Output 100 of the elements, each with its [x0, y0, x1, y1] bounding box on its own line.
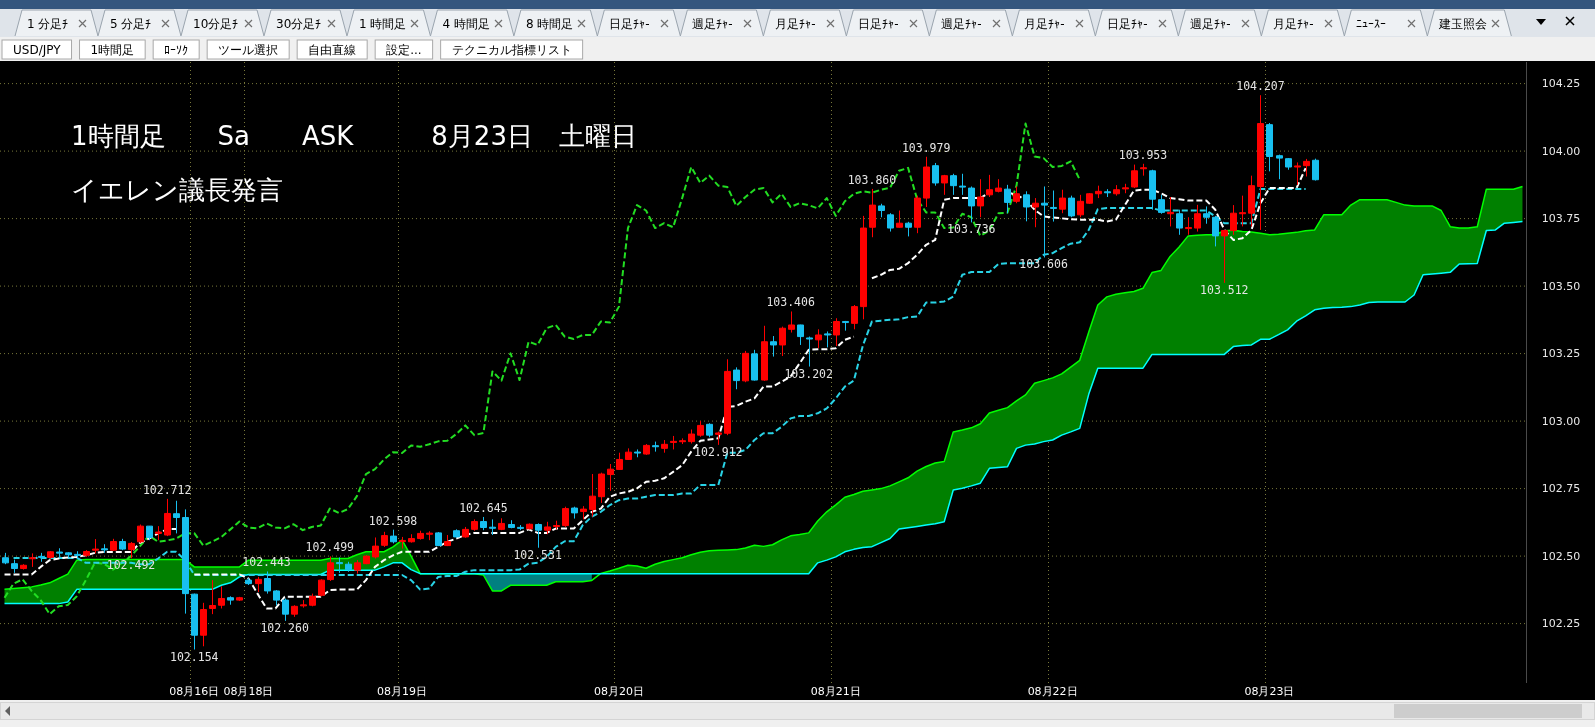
candlestick [1077, 194, 1084, 218]
annotation: 102.712 [142, 482, 192, 497]
annotation: 102.912 [694, 444, 743, 459]
candlestick [986, 174, 993, 198]
candlestick [1185, 216, 1192, 236]
annotation: 102.645 [459, 500, 508, 515]
candlestick [688, 428, 695, 445]
annotation: 103.979 [901, 140, 951, 155]
annotation: 102.598 [368, 513, 418, 528]
candlestick [517, 524, 524, 531]
candlestick [381, 531, 388, 548]
candlestick [318, 578, 325, 597]
candlestick [562, 506, 569, 528]
candlestick [1257, 94, 1264, 231]
toolbar-control: ツール選択 [206, 39, 290, 60]
candlestick [842, 320, 849, 332]
candlestick [56, 547, 63, 558]
candlestick [598, 472, 605, 504]
tab: 1 分足ﾁ [14, 9, 99, 37]
candlestick [453, 528, 460, 538]
candlestick [372, 536, 379, 560]
annotation: 104.207 [1236, 79, 1285, 94]
candlestick [1212, 215, 1219, 247]
candlestick [164, 498, 171, 537]
candlestick [851, 304, 858, 330]
candlestick [607, 463, 614, 492]
candlestick [47, 550, 54, 560]
candlestick [679, 437, 686, 445]
toolbar-control: ﾛｰｿｸ [152, 39, 200, 60]
candlestick [1131, 164, 1138, 189]
candlestick [715, 431, 722, 446]
tab: ﾆｭｰｽｰ [1343, 9, 1428, 37]
candlestick [941, 174, 948, 196]
candlestick [390, 529, 397, 544]
candlestick [887, 212, 894, 233]
toolbar-control: テクニカル指標リスト [440, 39, 584, 60]
tab: 月足ﾁｬ- [1011, 9, 1096, 37]
candlestick [83, 549, 90, 558]
annotation: 102.443 [242, 555, 291, 570]
x-tick-label: 08月23日 [1244, 684, 1295, 698]
candlestick [2, 552, 9, 565]
annotation: 102.260 [260, 620, 309, 635]
candlestick [1004, 184, 1011, 214]
x-tick-label: 08月16日 [169, 684, 220, 698]
candlestick [535, 522, 542, 549]
y-tick-label: 104.25 [1541, 77, 1581, 91]
candlestick [110, 538, 117, 552]
candlestick [1013, 185, 1020, 204]
candlestick [1303, 158, 1310, 177]
candlestick [408, 533, 415, 544]
candlestick [914, 195, 921, 234]
tab: 10分足ﾁ [180, 9, 265, 37]
candlestick [571, 506, 578, 520]
text: 1時間足 Sa ASK 8月23日 土曜日 [71, 121, 637, 151]
candlestick [236, 596, 243, 602]
candlestick [444, 534, 451, 547]
candlestick [1285, 157, 1292, 171]
x-tick-label: 08月18日 [223, 684, 274, 698]
candlestick [1203, 205, 1210, 225]
candlestick [634, 448, 641, 458]
candlestick [1140, 163, 1147, 177]
candlestick [255, 576, 262, 593]
candlestick [273, 589, 280, 607]
candlestick [1149, 169, 1156, 211]
candlestick [724, 358, 731, 436]
candlestick [282, 597, 289, 622]
candlestick [1032, 197, 1039, 228]
candlestick [462, 526, 469, 539]
x-tick-label: 08月22日 [1027, 684, 1078, 698]
line-series [3, 122, 1081, 616]
candlestick [417, 530, 424, 541]
candlestick [1122, 183, 1129, 194]
candlestick [616, 452, 623, 471]
candlestick [1104, 188, 1111, 198]
candlestick [1068, 195, 1075, 218]
candlestick [435, 531, 442, 547]
candlestick [580, 505, 587, 520]
candlestick [65, 551, 72, 558]
y-tick-label: 103.75 [1541, 212, 1581, 226]
candlestick [399, 536, 406, 550]
candlestick [625, 447, 632, 461]
toolbar-control: 自由直線 [296, 39, 368, 60]
candlestick [878, 203, 885, 218]
candlestick [751, 349, 758, 382]
y-tick-label: 102.50 [1541, 549, 1581, 563]
y-tick-label: 102.75 [1541, 482, 1581, 496]
candlestick [92, 538, 99, 554]
candlestick [119, 538, 126, 551]
toolbar-control: 設定... [374, 39, 434, 60]
candlestick [788, 310, 795, 334]
tab: 30分足ﾁ [263, 9, 348, 37]
candlestick [779, 326, 786, 357]
candlestick [959, 173, 966, 196]
candlestick [336, 556, 343, 574]
candlestick [1248, 175, 1255, 227]
candlestick [706, 422, 713, 438]
candlestick [155, 525, 162, 541]
annotation: 103.512 [1200, 282, 1249, 297]
y-tick-label: 103.25 [1541, 347, 1581, 361]
candlestick [508, 519, 515, 529]
